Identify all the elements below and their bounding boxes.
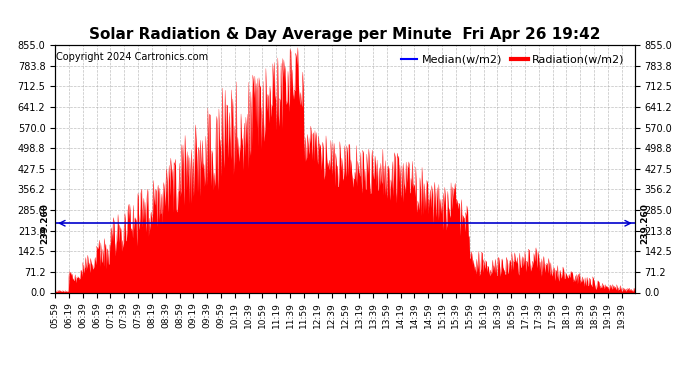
Title: Solar Radiation & Day Average per Minute  Fri Apr 26 19:42: Solar Radiation & Day Average per Minute… [89, 27, 601, 42]
Text: 239.260: 239.260 [640, 203, 649, 244]
Text: 239.260: 239.260 [41, 203, 50, 244]
Text: Copyright 2024 Cartronics.com: Copyright 2024 Cartronics.com [57, 53, 208, 62]
Legend: Median(w/m2), Radiation(w/m2): Median(w/m2), Radiation(w/m2) [396, 51, 629, 69]
